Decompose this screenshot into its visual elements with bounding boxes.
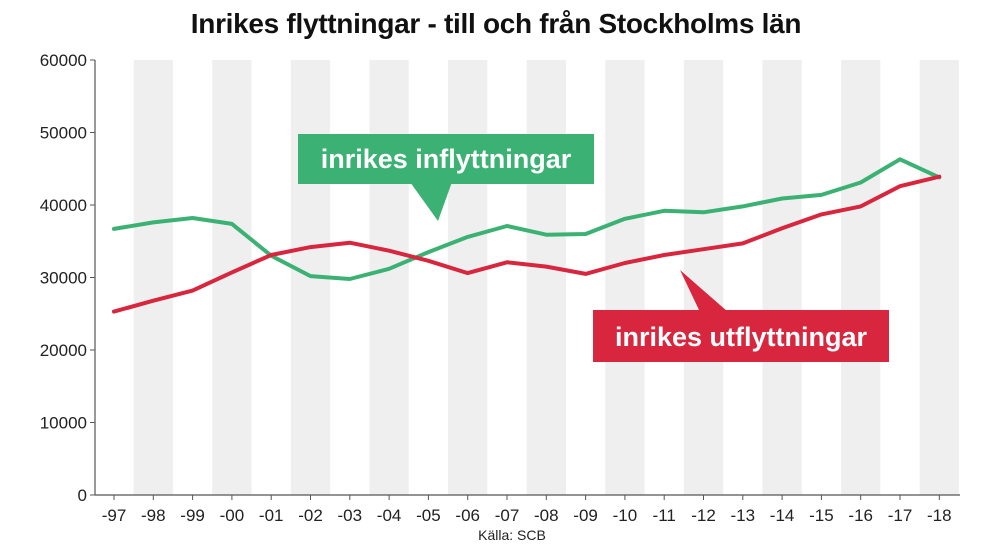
callout-utflyttningar: inrikes utflyttningar xyxy=(593,270,889,362)
x-tick-label: -03 xyxy=(338,506,363,525)
y-tick-label: 30000 xyxy=(40,269,87,288)
x-tick-label: -17 xyxy=(888,506,913,525)
x-tick-label: -12 xyxy=(691,506,716,525)
series-line-inflyttningar xyxy=(112,157,942,281)
x-tick-label: -97 xyxy=(102,506,127,525)
y-tick-label: 50000 xyxy=(40,124,87,143)
x-tick-label: -04 xyxy=(377,506,402,525)
chart-title: Inrikes flyttningar - till och från Stoc… xyxy=(190,8,802,39)
x-tick-label: -13 xyxy=(731,506,756,525)
series-label: inrikes utflyttningar xyxy=(615,322,868,352)
column-shading xyxy=(133,60,959,495)
x-tick-label: -02 xyxy=(298,506,323,525)
x-tick-label: -01 xyxy=(259,506,284,525)
callout-box xyxy=(593,310,889,362)
x-tick-label: -09 xyxy=(573,506,598,525)
callout-inflyttningar: inrikes inflyttningar xyxy=(298,134,594,221)
y-tick-label: 60000 xyxy=(40,51,87,70)
x-tick-label: -05 xyxy=(416,506,441,525)
series-lines xyxy=(112,157,942,314)
x-tick-label: -15 xyxy=(809,506,834,525)
x-tick-label: -11 xyxy=(653,506,676,525)
y-tick-label: 20000 xyxy=(40,341,87,360)
column-band--14 xyxy=(762,60,802,495)
column-band--12 xyxy=(683,60,724,495)
column-band--16 xyxy=(841,60,881,495)
series-label: inrikes inflyttningar xyxy=(321,144,572,174)
column-band--18 xyxy=(919,60,959,495)
callout-pointer xyxy=(410,182,452,221)
x-tick-label: -98 xyxy=(141,506,166,525)
callout-pointer xyxy=(680,270,728,312)
x-tick-label: -10 xyxy=(613,506,638,525)
source-note: Källa: SCB xyxy=(478,527,546,543)
x-axis-ticks: -97 -98 -99 -00 -01 -02 -03 -04 -05 -06 -07 -08 -09-… xyxy=(102,495,952,525)
series-line-utflyttningar xyxy=(112,174,942,314)
column-band--98 xyxy=(133,60,173,495)
x-tick-label: -16 xyxy=(848,506,873,525)
y-tick-label: 0 xyxy=(78,486,87,505)
callout-box xyxy=(298,134,594,184)
x-tick-label: -18 xyxy=(927,506,952,525)
column-band--10 xyxy=(605,60,645,495)
x-tick-label: -06 xyxy=(455,506,480,525)
x-tick-label: -07 xyxy=(495,506,520,525)
y-axis-ticks: 0 10000 20000 30000 40000 50000 60000 xyxy=(40,51,95,505)
x-tick-label: -08 xyxy=(534,506,559,525)
column-band--06 xyxy=(448,60,488,495)
column-band--04 xyxy=(369,60,409,495)
x-tick-label: -99 xyxy=(180,506,205,525)
x-tick-label: -00 xyxy=(220,506,245,525)
y-tick-label: 40000 xyxy=(40,196,87,215)
x-tick-label: -14 xyxy=(770,506,795,525)
y-tick-label: 10000 xyxy=(40,414,87,433)
series-callouts: inrikes inflyttningar inrikes utflyttning… xyxy=(298,134,889,362)
column-band--08 xyxy=(526,60,566,495)
